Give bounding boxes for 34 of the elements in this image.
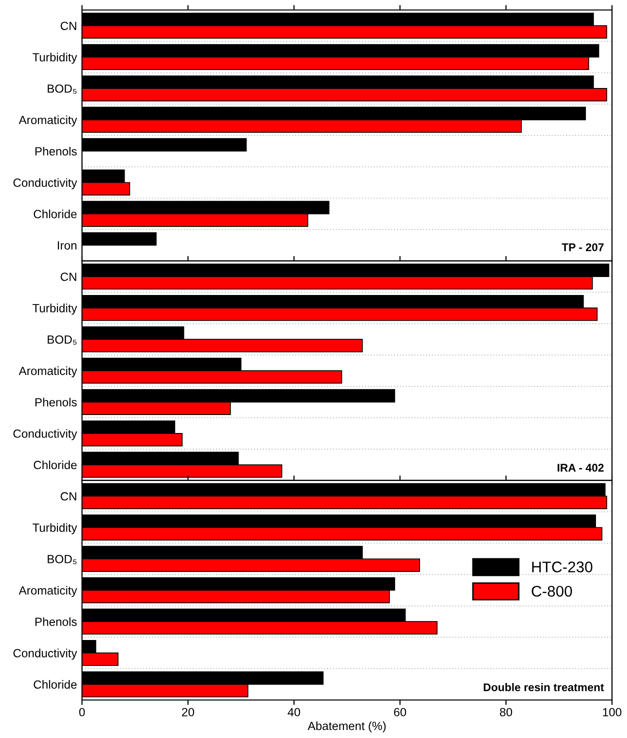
y-tick-label: Conductivity	[13, 429, 78, 440]
y-tick-label: CN	[60, 22, 76, 30]
y-tick-label: Turbidity	[32, 304, 78, 315]
y-tick-label: Aromaticity	[18, 586, 78, 597]
x-tick-label: 40	[288, 708, 300, 716]
x-tick-label: 100	[603, 708, 622, 716]
x-axis-title: Abatement (%)	[308, 721, 386, 732]
legend-label: HTC-230	[532, 562, 592, 572]
x-tick-label: 0	[79, 708, 85, 716]
x-tick-label: 60	[394, 708, 406, 716]
y-tick-label: BOD₅	[48, 84, 77, 94]
x-tick-label: 20	[182, 708, 194, 716]
y-tick-label: Conductivity	[13, 648, 78, 660]
y-tick-label: BOD₅	[48, 554, 77, 564]
annotation: IRA - 402	[558, 464, 604, 472]
annotation: Double resin treatment	[484, 683, 604, 692]
annotation: TP - 207	[562, 243, 604, 252]
y-tick-label: BOD₅	[48, 335, 77, 345]
y-tick-label: Chloride	[34, 460, 77, 470]
x-tick-label: 80	[500, 708, 512, 716]
y-tick-label: Chloride	[34, 210, 77, 218]
legend-label: C-800	[532, 586, 572, 597]
y-tick-label: Turbidity	[32, 523, 78, 534]
y-tick-label: Phenols	[35, 398, 77, 406]
y-tick-label: CN	[60, 272, 76, 281]
y-tick-label: Chloride	[34, 680, 77, 689]
y-tick-label: Phenols	[35, 146, 77, 156]
y-tick-label: Aromaticity	[18, 366, 78, 378]
y-tick-label: Aromaticity	[18, 115, 78, 126]
y-tick-label: CN	[60, 492, 76, 501]
y-tick-label: Iron	[58, 241, 76, 250]
y-tick-label: Turbidity	[32, 52, 78, 64]
y-tick-label: Conductivity	[13, 178, 78, 190]
y-tick-label: Phenols	[35, 617, 77, 626]
